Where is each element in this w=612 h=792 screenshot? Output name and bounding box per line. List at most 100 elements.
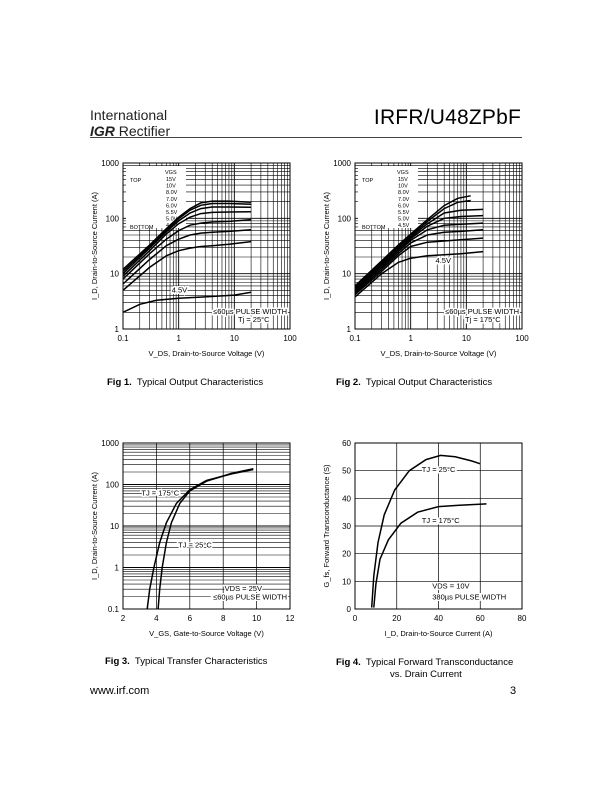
y-tick-label: 10 <box>110 270 119 279</box>
series-line-vgs <box>354 222 484 292</box>
y-axis-label: I_D, Drain-to-Source Current (A) <box>322 192 331 300</box>
company-logo-mark: IGR <box>90 123 115 139</box>
y-tick-label: 1 <box>115 564 120 573</box>
y-tick-label: 20 <box>342 550 351 559</box>
fig4-chart: 0 20 40 60 80 0 10 20 30 40 50 60 I_D, Drain-to-Sour… <box>322 439 527 638</box>
y-tick-label: 50 <box>342 467 351 476</box>
series-line-vgs <box>122 218 252 280</box>
legend-top-label: TOP <box>130 178 142 184</box>
legend-vgs-value: 15V <box>166 177 176 183</box>
header-divider <box>90 137 522 138</box>
y-tick-label: 0 <box>347 605 352 614</box>
series-line-vgs <box>354 208 484 290</box>
series-line-vgs <box>122 210 252 277</box>
y-tick-label: 1 <box>347 325 352 334</box>
company-logo-line1: International <box>90 107 168 123</box>
x-tick-label: 4 <box>154 614 159 623</box>
legend-bottom-label: BOTTOM <box>362 225 386 231</box>
annotation-pulse-width: ≤60µs PULSE WIDTH <box>213 307 287 316</box>
y-tick-label: 1000 <box>101 439 119 448</box>
y-tick-label: 1 <box>115 325 120 334</box>
y-tick-label: 10 <box>342 270 351 279</box>
x-tick-label: 10 <box>252 614 261 623</box>
x-tick-label: 0.1 <box>349 334 361 343</box>
fig3-caption-label: Fig 3. <box>105 656 130 667</box>
y-tick-label: 100 <box>106 481 120 490</box>
x-tick-label: 40 <box>434 614 443 623</box>
x-tick-label: 1 <box>176 334 181 343</box>
x-tick-label: 20 <box>392 614 401 623</box>
series-label: TJ = 25°C <box>422 465 456 474</box>
x-axis-label: V_DS, Drain-to-Source Voltage (V) <box>149 349 265 358</box>
company-logo-rectifier: Rectifier <box>118 123 171 139</box>
y-axis-label: G_fs, Forward Transconductance (S) <box>322 464 331 587</box>
series-line-vgs <box>122 229 252 285</box>
legend-vgs-value: 10V <box>166 184 176 190</box>
series-line <box>373 503 487 608</box>
series-label-4-5v: 4.5V <box>436 256 451 265</box>
footer-page-number: 3 <box>510 685 517 697</box>
legend-vgs-value: 5.0V <box>166 217 178 223</box>
legend-vgs-value: 5.5V <box>166 210 178 216</box>
x-tick-label: 1 <box>408 334 413 343</box>
annotation-pulse-width: ≤60µs PULSE WIDTH <box>445 307 519 316</box>
x-tick-label: 12 <box>286 614 295 623</box>
x-tick-label: 0.1 <box>117 334 129 343</box>
y-tick-label: 10 <box>110 522 119 531</box>
company-logo-line2: IGR Rectifier <box>90 123 170 139</box>
legend-vgs-value: 4.5V <box>398 223 410 229</box>
annotation-pulse-width: 380µs PULSE WIDTH <box>432 592 506 601</box>
series-line-vgs <box>354 237 484 296</box>
series-line-vgs <box>354 199 471 288</box>
fig4-caption-text: Typical Forward Transconductance <box>365 657 514 668</box>
legend-vgs-value: 7.0V <box>398 197 410 203</box>
fig4-caption-line2: vs. Drain Current <box>390 669 462 680</box>
fig1-caption: Fig 1. Typical Output Characteristics <box>107 377 263 388</box>
fig3-chart: 2 4 6 8 10 12 0.1 1 10 100 1000 V_GS, Gate-to-Sourc… <box>90 439 295 638</box>
y-tick-label: 10 <box>342 577 351 586</box>
y-axis-label: I_D, Drain-to-Source Current (A) <box>90 192 99 300</box>
fig3-caption-text: Typical Transfer Characteristics <box>134 656 268 667</box>
legend-vgs-value: 8.0V <box>398 190 410 196</box>
fig4-caption-label: Fig 4. <box>336 657 361 668</box>
legend-box-bg <box>126 166 186 228</box>
y-tick-label: 40 <box>342 494 351 503</box>
series-line-vgs <box>354 195 471 287</box>
fig1-caption-label: Fig 1. <box>107 377 132 388</box>
legend-vgs-header: VGS <box>165 170 177 176</box>
series-line-vgs <box>122 200 252 270</box>
legend-top-label: TOP <box>362 178 374 184</box>
legend-vgs-value: 6.0V <box>398 203 410 209</box>
y-tick-label: 60 <box>342 439 351 448</box>
series-line-vgs <box>122 291 252 313</box>
y-tick-label: 0.1 <box>108 605 120 614</box>
legend-vgs-value: 15V <box>398 177 408 183</box>
series-line-vgs <box>354 214 484 291</box>
series-label: TJ = 25°C <box>178 541 212 550</box>
fig4-caption: Fig 4. Typical Forward Transconductance <box>336 657 513 668</box>
fig3-caption: Fig 3. Typical Transfer Characteristics <box>105 656 267 667</box>
annotation-vds: VDS = 25V <box>225 584 262 593</box>
x-tick-label: 2 <box>121 614 126 623</box>
y-tick-label: 30 <box>342 522 351 531</box>
legend-box-bg <box>358 166 418 228</box>
footer-website[interactable]: www.irf.com <box>90 685 150 697</box>
x-axis-label: I_D, Drain-to-Source Current (A) <box>385 629 493 638</box>
x-tick-label: 10 <box>230 334 239 343</box>
series-line <box>157 467 254 610</box>
fig2-caption-text: Typical Output Characteristics <box>365 377 493 388</box>
x-tick-label: 10 <box>462 334 471 343</box>
annotation-tj: Tj = 175°C <box>465 315 501 324</box>
legend-vgs-value: 8.0V <box>166 190 178 196</box>
part-number-title: IRFR/U48ZPbF <box>373 106 521 129</box>
x-tick-label: 0 <box>353 614 358 623</box>
series-line-vgs <box>122 240 252 291</box>
series-line-vgs <box>354 229 484 294</box>
y-tick-label: 1000 <box>333 159 351 168</box>
series-line-vgs <box>354 250 484 298</box>
y-tick-label: 1000 <box>101 159 119 168</box>
x-tick-label: 60 <box>476 614 485 623</box>
series-label-4-5v: 4.5V <box>172 285 187 294</box>
legend-bottom-label: BOTTOM <box>130 225 154 231</box>
